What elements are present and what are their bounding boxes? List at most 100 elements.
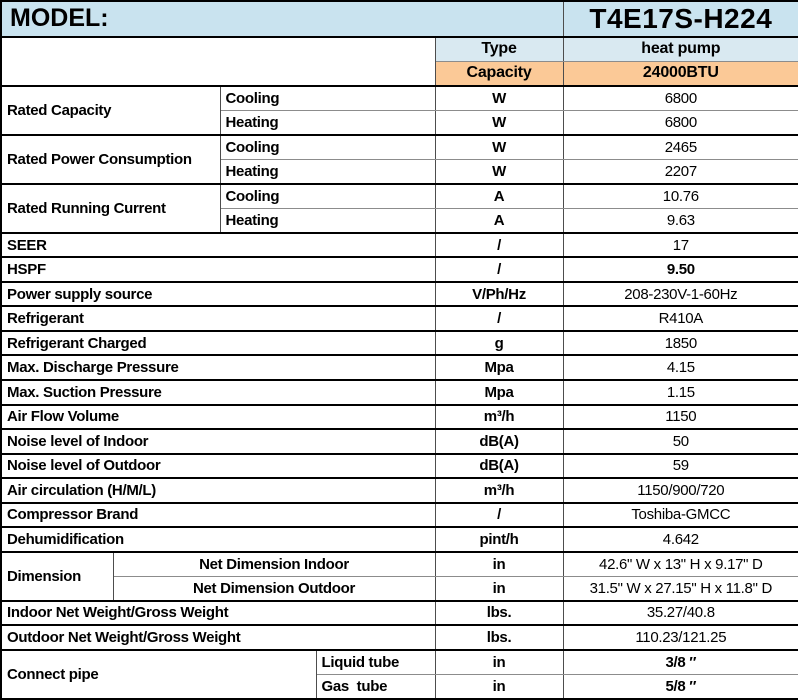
table-row: Rated Power Consumption Cooling W 2465 <box>0 134 798 185</box>
row-unit: V/Ph/Hz <box>434 281 564 308</box>
row-value: 6800 <box>562 109 798 136</box>
row-unit: / <box>434 232 564 259</box>
row-value: 50 <box>562 428 798 455</box>
row-unit: lbs. <box>434 624 564 651</box>
row-label: Dehumidification <box>0 526 436 553</box>
row-unit: in <box>434 575 564 602</box>
table-row: Compressor Brand / Toshiba-GMCC <box>0 502 798 529</box>
row-value: Toshiba-GMCC <box>562 502 798 529</box>
table-row: Gas tube in 5/8 ″ <box>1 673 798 700</box>
capacity-value: 24000BTU <box>562 60 798 87</box>
row-label: Power supply source <box>0 281 436 308</box>
row-unit: dB(A) <box>434 428 564 455</box>
table-row: Heating W 2207 <box>1 158 798 185</box>
row-value: 4.642 <box>562 526 798 553</box>
type-label: Type <box>434 36 564 62</box>
row-label: Rated Running Current <box>0 183 221 234</box>
row-label: Outdoor Net Weight/Gross Weight <box>0 624 436 651</box>
row-value: R410A <box>562 305 798 332</box>
row-value: 3/8 ″ <box>562 649 798 675</box>
row-value: 59 <box>562 453 798 480</box>
table-row: Outdoor Net Weight/Gross Weight lbs. 110… <box>0 624 798 651</box>
row-sub-label: Net Dimension Indoor <box>112 551 436 577</box>
row-value: 6800 <box>562 85 798 111</box>
row-unit: g <box>434 330 564 357</box>
row-label: SEER <box>0 232 436 259</box>
row-unit: A <box>434 207 564 234</box>
model-row: MODEL: T4E17S-H224 <box>0 0 798 38</box>
row-unit: W <box>434 134 564 160</box>
model-value: T4E17S-H224 <box>562 0 798 38</box>
row-value: 1150 <box>562 404 798 430</box>
table-row: HSPF / 9.50 <box>0 256 798 283</box>
row-value: 4.15 <box>562 354 798 381</box>
row-value: 1150/900/720 <box>562 477 798 504</box>
row-value: 110.23/121.25 <box>562 624 798 651</box>
row-value: 9.63 <box>562 207 798 234</box>
row-label: Compressor Brand <box>0 502 436 529</box>
table-row: SEER / 17 <box>0 232 798 259</box>
row-sub-label: Net Dimension Outdoor <box>112 575 436 602</box>
row-label: Refrigerant Charged <box>0 330 436 357</box>
row-sub-label: Cooling <box>219 183 436 209</box>
row-unit: A <box>434 183 564 209</box>
row-unit: lbs. <box>434 600 564 627</box>
row-unit: Mpa <box>434 379 564 406</box>
row-value: 2465 <box>562 134 798 160</box>
row-sub-label: Heating <box>219 207 436 234</box>
table-row: Indoor Net Weight/Gross Weight lbs. 35.2… <box>0 600 798 627</box>
row-label: Air circulation (H/M/L) <box>0 477 436 504</box>
table-row: Dimension Net Dimension Indoor in 42.6" … <box>0 551 798 602</box>
table-row: Max. Discharge Pressure Mpa 4.15 <box>0 354 798 381</box>
row-label: Dimension <box>0 551 114 602</box>
row-sub-label: Liquid tube <box>315 649 436 675</box>
row-unit: W <box>434 85 564 111</box>
table-row: Rated Running Current Cooling A 10.76 <box>0 183 798 234</box>
row-value: 9.50 <box>562 256 798 283</box>
row-value: 1850 <box>562 330 798 357</box>
row-unit: in <box>434 551 564 577</box>
row-sub-label: Cooling <box>219 134 436 160</box>
row-unit: / <box>434 305 564 332</box>
row-value: 10.76 <box>562 183 798 209</box>
row-label: Air Flow Volume <box>0 404 436 430</box>
row-unit: / <box>434 256 564 283</box>
table-row: Power supply source V/Ph/Hz 208-230V-1-6… <box>0 281 798 308</box>
row-value: 208-230V-1-60Hz <box>562 281 798 308</box>
row-label: Rated Power Consumption <box>0 134 221 185</box>
table-row: Air Flow Volume m³/h 1150 <box>0 404 798 430</box>
row-label: Max. Discharge Pressure <box>0 354 436 381</box>
row-sub-label: Cooling <box>219 85 436 111</box>
row-unit: in <box>434 649 564 675</box>
row-unit: in <box>434 673 564 700</box>
row-label: Connect pipe <box>0 649 317 700</box>
row-label: HSPF <box>0 256 436 283</box>
capacity-label: Capacity <box>434 60 564 87</box>
table-row: Connect pipe Liquid tube in 3/8 ″ <box>0 649 798 700</box>
row-unit: dB(A) <box>434 453 564 480</box>
capacity-row: Capacity 24000BTU <box>1 60 798 87</box>
table-row: Air circulation (H/M/L) m³/h 1150/900/72… <box>0 477 798 504</box>
row-value: 35.27/40.8 <box>562 600 798 627</box>
row-label: Noise level of Outdoor <box>0 453 436 480</box>
table-row: Rated Capacity Cooling W 6800 <box>0 85 798 136</box>
table-row: Noise level of Indoor dB(A) 50 <box>0 428 798 455</box>
row-value: 17 <box>562 232 798 259</box>
row-label: Rated Capacity <box>0 85 221 136</box>
table-row: Refrigerant Charged g 1850 <box>0 330 798 357</box>
row-label: Indoor Net Weight/Gross Weight <box>0 600 436 627</box>
row-value: 1.15 <box>562 379 798 406</box>
table-row: Dehumidification pint/h 4.642 <box>0 526 798 553</box>
table-row: Heating A 9.63 <box>1 207 798 234</box>
row-sub-label: Gas tube <box>315 673 436 700</box>
row-unit: W <box>434 158 564 185</box>
row-label: Noise level of Indoor <box>0 428 436 455</box>
row-unit: / <box>434 502 564 529</box>
row-unit: pint/h <box>434 526 564 553</box>
row-value: 42.6" W x 13" H x 9.17" D <box>562 551 798 577</box>
row-value: 2207 <box>562 158 798 185</box>
row-label: Refrigerant <box>0 305 436 332</box>
type-value: heat pump <box>562 36 798 62</box>
row-unit: m³/h <box>434 477 564 504</box>
